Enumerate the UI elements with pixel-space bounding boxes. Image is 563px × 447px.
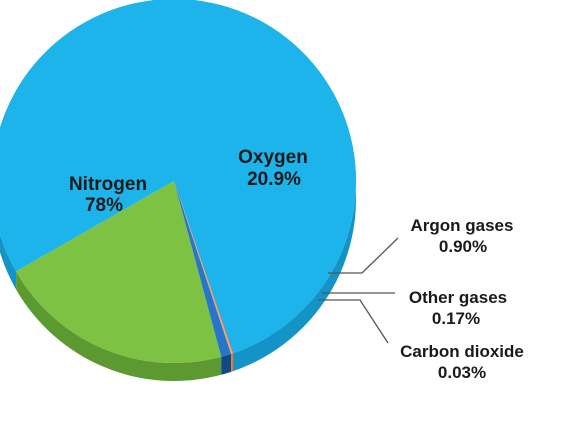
label-oxygen-name: Oxygen: [238, 147, 308, 168]
slice-side-oxygen: [16, 271, 222, 381]
label-other-gases-name: Other gases: [409, 288, 507, 307]
slice-argon-gases: [174, 181, 232, 357]
slice-side-argon-gases: [221, 353, 232, 375]
slice-side-other-gases: [231, 353, 233, 372]
leader-line-argon-gases: [328, 237, 399, 274]
label-argon-gases-value: 0.90%: [439, 237, 487, 256]
label-nitrogen-value: 78%: [85, 195, 123, 216]
label-other-gases-value: 0.17%: [432, 309, 480, 328]
label-oxygen-value: 20.9%: [247, 169, 301, 190]
slice-other-gases: [174, 181, 233, 354]
leader-line-carbon-dioxide: [318, 299, 389, 344]
slice-nitrogen: [0, 0, 356, 354]
slice-oxygen: [16, 181, 222, 363]
pie-slices: [0, 0, 356, 363]
leader-lines: [318, 237, 399, 344]
slice-carbon-dioxide: [174, 181, 234, 354]
label-carbon-dioxide-name: Carbon dioxide: [400, 342, 524, 361]
label-nitrogen-name: Nitrogen: [69, 174, 147, 195]
label-carbon-dioxide-value: 0.03%: [438, 363, 486, 382]
label-argon-gases-name: Argon gases: [411, 216, 514, 235]
pie-depth-sides: [0, 0, 356, 381]
